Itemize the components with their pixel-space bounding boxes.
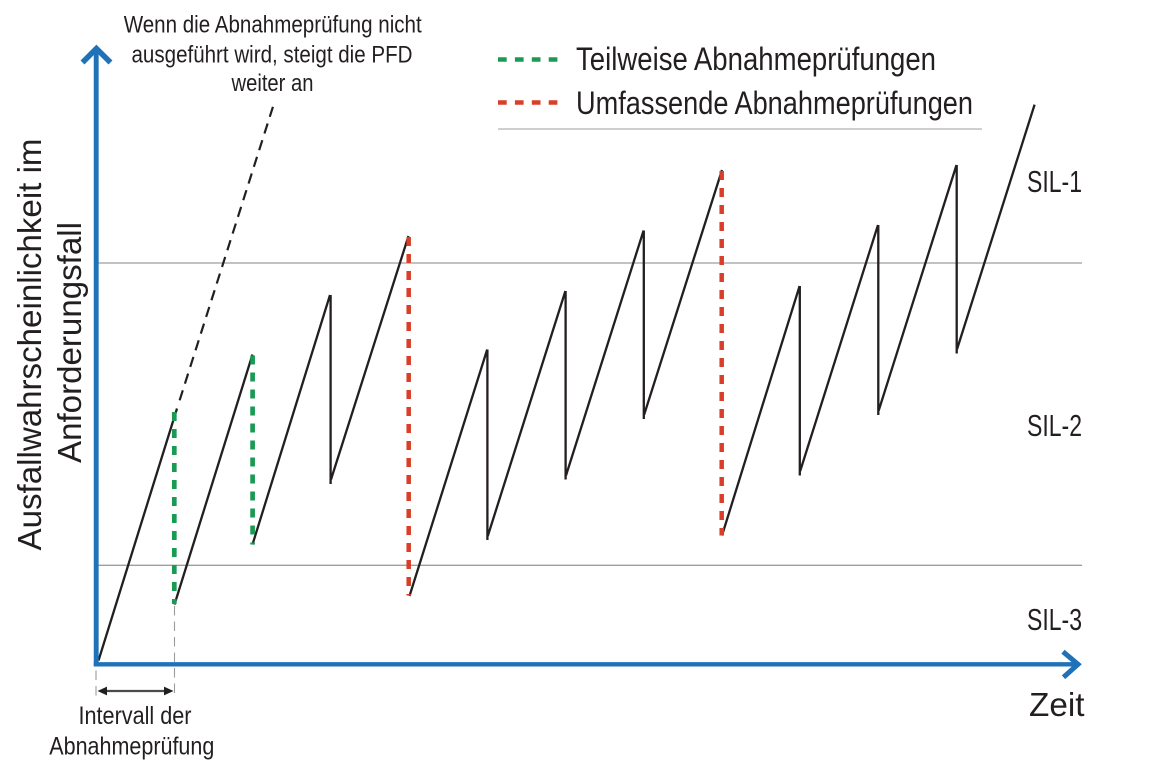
svg-text:ausgeführt wird, steigt die PF: ausgeführt wird, steigt die PFD xyxy=(132,42,413,69)
svg-text:SIL-3: SIL-3 xyxy=(1027,602,1082,637)
svg-text:Zeit: Zeit xyxy=(1029,687,1085,724)
svg-text:Intervall der: Intervall der xyxy=(79,702,192,730)
svg-text:Wenn die Abnahmeprüfung nicht: Wenn die Abnahmeprüfung nicht xyxy=(124,12,422,39)
svg-text:Anforderungsfall: Anforderungsfall xyxy=(51,222,88,463)
svg-text:SIL-1: SIL-1 xyxy=(1027,164,1082,199)
svg-text:weiter an: weiter an xyxy=(231,70,314,97)
svg-text:Ausfallwahrscheinlichkeit im: Ausfallwahrscheinlichkeit im xyxy=(11,139,48,551)
svg-text:Abnahmeprüfung: Abnahmeprüfung xyxy=(49,733,214,761)
svg-text:Teilweise Abnahmeprüfungen: Teilweise Abnahmeprüfungen xyxy=(576,41,936,77)
svg-text:SIL-2: SIL-2 xyxy=(1027,408,1082,443)
svg-text:Umfassende Abnahmeprüfungen: Umfassende Abnahmeprüfungen xyxy=(576,85,973,121)
